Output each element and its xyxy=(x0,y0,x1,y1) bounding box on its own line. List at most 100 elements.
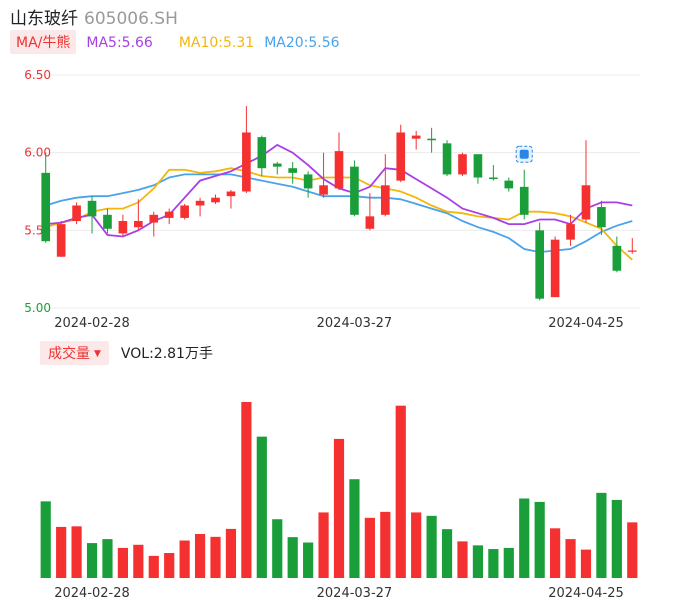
candle xyxy=(334,132,344,190)
candle xyxy=(211,194,220,204)
volume-bar xyxy=(318,512,329,578)
candle-body xyxy=(288,168,298,173)
ma20-line xyxy=(45,173,633,254)
candle-body xyxy=(504,180,514,189)
candle xyxy=(180,203,189,220)
volume-bar xyxy=(472,545,484,578)
candle xyxy=(257,135,267,176)
ma20-label: MA20:5.56 xyxy=(264,35,340,51)
volume-bar xyxy=(241,402,252,578)
ma10-label: MA10:5.31 xyxy=(178,35,255,51)
candle xyxy=(272,161,282,175)
ma-legend: MA/牛熊 MA5:5.66 MA10:5.31 MA20:5.56 xyxy=(10,30,340,54)
volume-bar xyxy=(303,542,314,578)
volume-bar xyxy=(565,539,576,578)
candle xyxy=(566,214,575,246)
y-tick-label: 6.00 xyxy=(24,146,51,160)
candle xyxy=(164,208,174,225)
candle xyxy=(411,130,421,150)
volume-bar xyxy=(272,519,283,578)
volume-bar xyxy=(627,522,638,578)
candle-body xyxy=(149,214,159,223)
volume-bar xyxy=(441,529,453,578)
price-axis: 6.506.005.505.00 xyxy=(24,68,51,315)
marker-core-icon xyxy=(519,149,529,159)
candle xyxy=(288,161,298,184)
candle-body xyxy=(473,154,483,178)
ma-indicator-tag[interactable]: MA/牛熊 xyxy=(10,30,77,54)
volume-bar xyxy=(225,528,237,578)
candle xyxy=(612,236,622,273)
candle xyxy=(627,238,637,254)
candle xyxy=(365,193,375,231)
candle-body xyxy=(535,230,544,299)
candle xyxy=(134,199,143,231)
candle-body xyxy=(411,135,421,139)
candle xyxy=(597,200,606,235)
candle-body xyxy=(319,185,328,195)
candle-body xyxy=(72,205,81,222)
current-marker xyxy=(515,145,533,163)
volume-date-label: 2024-04-25 xyxy=(548,586,624,601)
volume-bar xyxy=(40,501,51,578)
candle-body xyxy=(519,186,529,215)
volume-date-label: 2024-02-28 xyxy=(54,586,130,601)
price-date-label: 2024-02-28 xyxy=(54,316,130,331)
volume-bar xyxy=(380,511,391,578)
volume-bar xyxy=(179,540,190,578)
candle xyxy=(380,154,390,217)
volume-bar xyxy=(349,479,360,578)
candle-body xyxy=(211,197,220,203)
candle-body xyxy=(380,185,390,215)
volume-bars xyxy=(40,402,638,578)
volume-date-label: 2024-03-27 xyxy=(317,586,393,601)
candle-body xyxy=(350,166,359,215)
candle xyxy=(442,140,452,176)
candle xyxy=(519,169,529,220)
candle-body xyxy=(272,163,282,167)
candle-body xyxy=(597,207,606,228)
candle xyxy=(473,154,483,184)
candle-body xyxy=(134,221,143,228)
candle-body xyxy=(627,250,637,252)
candle-body xyxy=(303,174,313,189)
candle-body xyxy=(56,224,66,257)
candle xyxy=(535,222,544,301)
candle-body xyxy=(334,151,344,189)
stock-header: 山东玻纤 605006.SH xyxy=(10,4,178,29)
ma5-label: MA5:5.66 xyxy=(86,35,153,51)
volume-value: VOL:2.81万手 xyxy=(120,346,213,362)
caret-down-icon: ▼ xyxy=(94,349,101,359)
candle-body xyxy=(87,200,97,217)
y-tick-label: 6.50 xyxy=(24,68,51,82)
candle-body xyxy=(489,177,498,180)
candle-body xyxy=(458,154,467,175)
volume-bar xyxy=(333,438,345,578)
volume-bar xyxy=(611,499,622,578)
candle-body xyxy=(566,224,575,240)
volume-legend: 成交量 ▼ VOL:2.81万手 xyxy=(40,341,213,365)
candle-body xyxy=(257,137,267,169)
candles xyxy=(41,106,637,301)
volume-bar xyxy=(287,537,298,578)
volume-indicator-dropdown[interactable]: 成交量 ▼ xyxy=(40,341,109,365)
volume-bar xyxy=(364,517,375,578)
candle xyxy=(149,211,159,237)
volume-bar xyxy=(503,547,514,578)
y-tick-label: 5.00 xyxy=(24,301,51,315)
candle xyxy=(427,127,436,153)
candle xyxy=(504,177,514,192)
price-date-label: 2024-03-27 xyxy=(317,316,393,331)
candle xyxy=(118,214,128,237)
stock-code: 605006.SH xyxy=(84,9,178,29)
price-date-axis: 2024-02-28 2024-03-27 2024-04-25 xyxy=(54,316,624,331)
candle xyxy=(226,189,236,209)
candle-body xyxy=(427,138,436,141)
volume-bar xyxy=(194,534,206,578)
candle xyxy=(458,152,467,176)
candle-body xyxy=(226,191,236,197)
candle-body xyxy=(41,172,51,242)
candle-body xyxy=(180,205,189,218)
volume-bar xyxy=(133,544,144,578)
